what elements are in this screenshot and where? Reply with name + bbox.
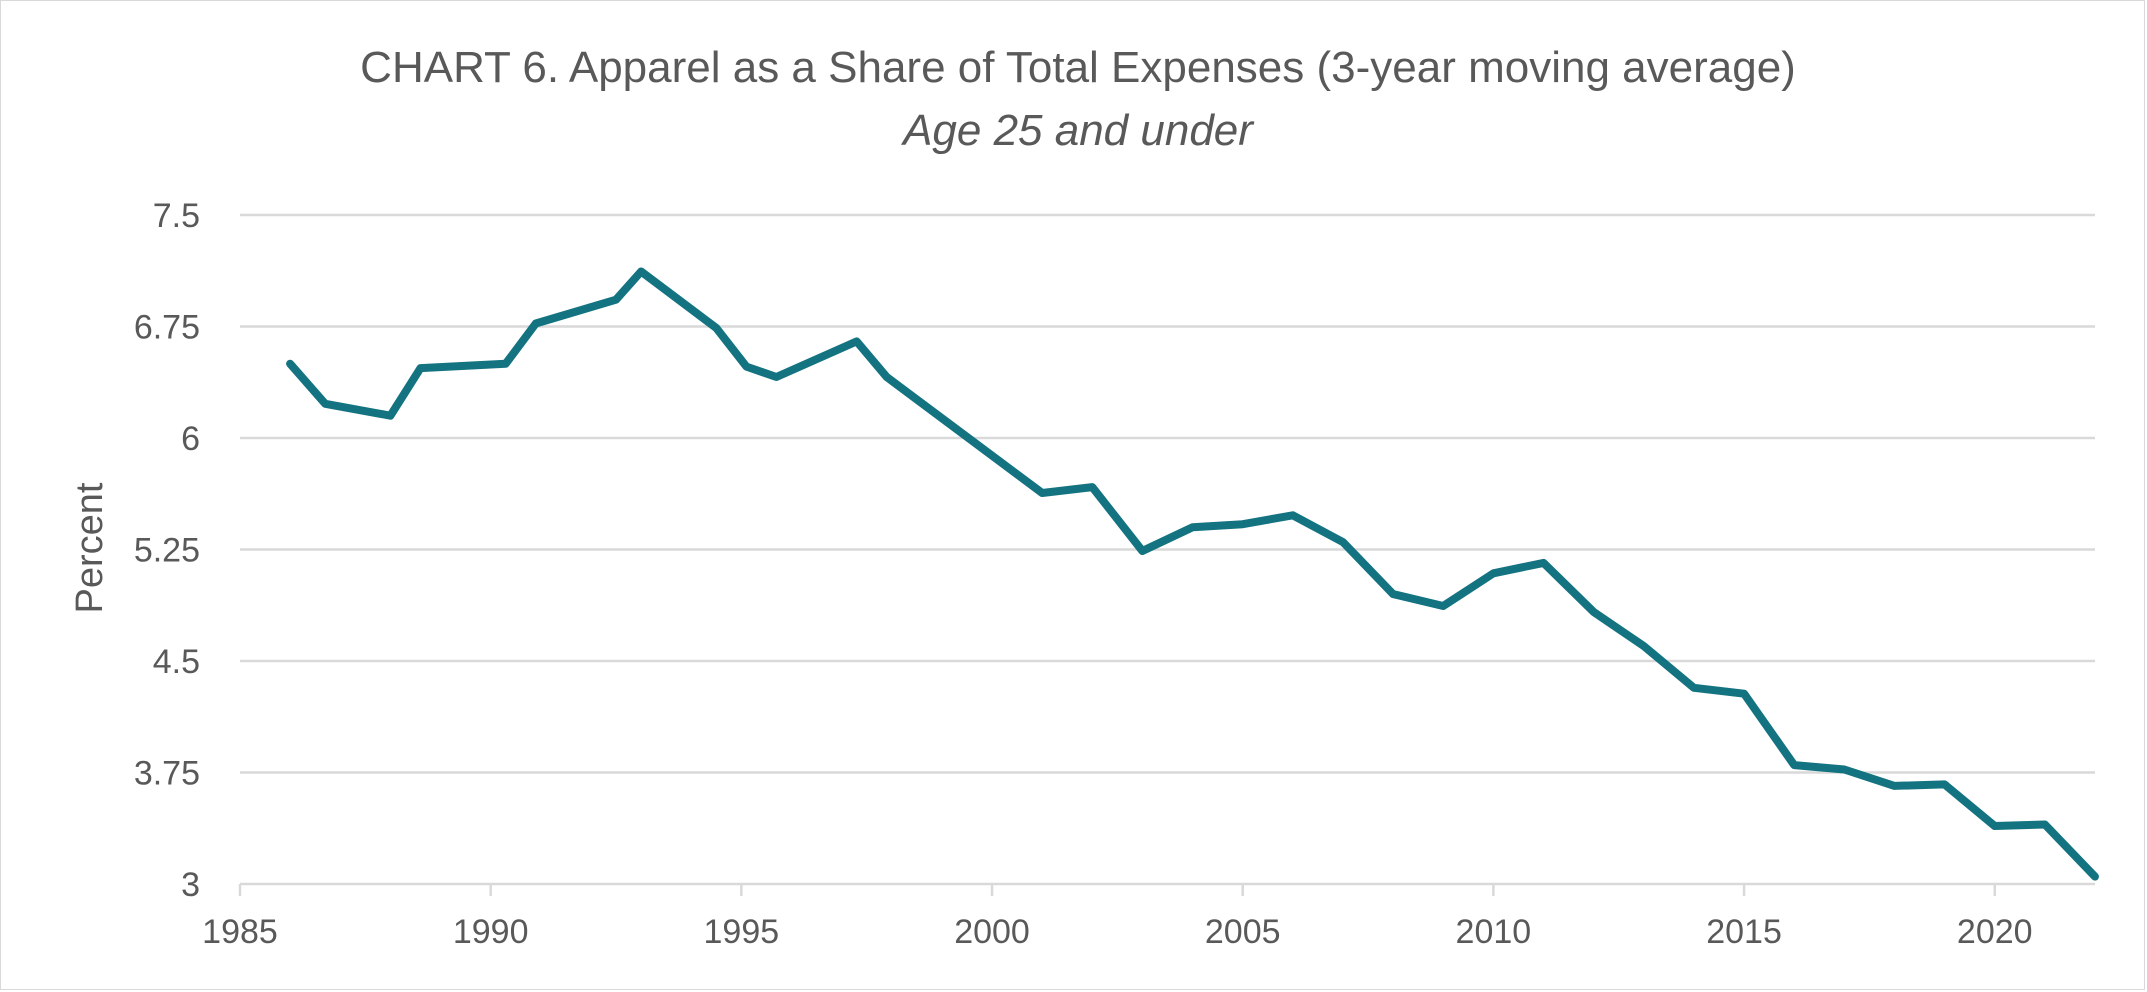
series-line [286,267,2099,881]
chart-title: CHART 6. Apparel as a Share of Total Exp… [360,43,1796,92]
x-tick-label: 2015 [1706,913,1782,951]
y-tick-label: 5.25 [134,532,200,570]
chart-subtitle: Age 25 and under [900,106,1255,155]
series-group [286,267,2099,881]
y-axis-ticks: 3 3.75 4.5 5.25 6 6.75 7.5 [134,197,200,904]
x-tick-label: 1990 [453,913,529,951]
x-tick-label: 1985 [202,913,278,951]
y-tick-label: 4.5 [153,643,200,681]
y-tick-label: 3 [181,866,200,904]
x-tick-label: 1995 [704,913,780,951]
gridlines [240,213,2095,774]
x-tick-label: 2000 [954,913,1030,951]
x-tick-label: 2010 [1456,913,1532,951]
y-tick-label: 7.5 [153,197,200,235]
y-axis-label: Percent [69,482,111,613]
x-axis [238,882,2095,896]
y-tick-label: 6.75 [134,309,200,347]
x-tick-label: 2005 [1205,913,1281,951]
x-axis-ticks: 1985 1990 1995 2000 2005 2010 2015 2020 [202,913,2032,951]
y-tick-label: 3.75 [134,755,200,793]
x-tick-label: 2020 [1957,913,2033,951]
y-tick-label: 6 [181,420,200,458]
